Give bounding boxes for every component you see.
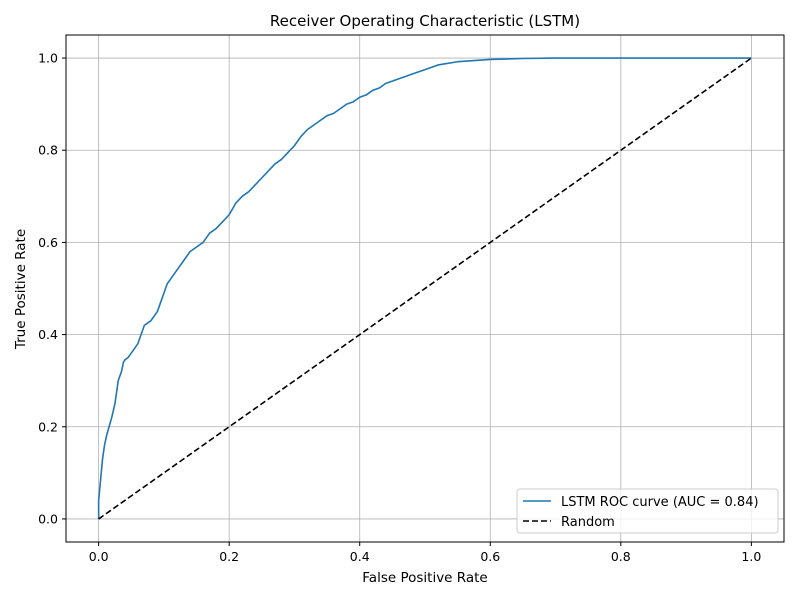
legend-label-random: Random (561, 515, 615, 530)
series-lines (97, 57, 752, 520)
axis-ticks: 0.0 0.2 0.4 0.6 0.8 1.0 0.0 0.2 0.4 0.6 0.8 1.0 (38, 51, 761, 564)
x-tick-label-0: 0.0 (89, 549, 109, 564)
y-tick-label-3: 0.6 (38, 235, 58, 250)
grid (66, 35, 784, 542)
legend-label-roc: LSTM ROC curve (AUC = 0.84) (561, 495, 759, 510)
y-axis-label: True Positive Rate (13, 229, 29, 350)
series-line-0 (97, 57, 752, 519)
legend-box (516, 488, 779, 534)
legend: LSTM ROC curve (AUC = 0.84) Random (516, 488, 779, 534)
series-line-1 (98, 57, 752, 520)
x-tick-label-3: 0.6 (480, 549, 500, 564)
y-tick-label-2: 0.4 (38, 327, 58, 342)
chart-title: Receiver Operating Characteristic (LSTM) (270, 12, 580, 30)
y-tick-label-5: 1.0 (38, 51, 58, 66)
y-tick-label-1: 0.2 (38, 419, 58, 434)
x-axis-label: False Positive Rate (362, 570, 487, 586)
x-tick-label-4: 0.8 (611, 549, 631, 564)
x-tick-label-1: 0.2 (219, 549, 239, 564)
y-tick-label-0: 0.0 (38, 511, 58, 526)
y-tick-label-4: 0.8 (38, 143, 58, 158)
x-tick-label-5: 1.0 (741, 549, 761, 564)
plot-frame (65, 34, 785, 543)
x-tick-label-2: 0.4 (350, 549, 370, 564)
